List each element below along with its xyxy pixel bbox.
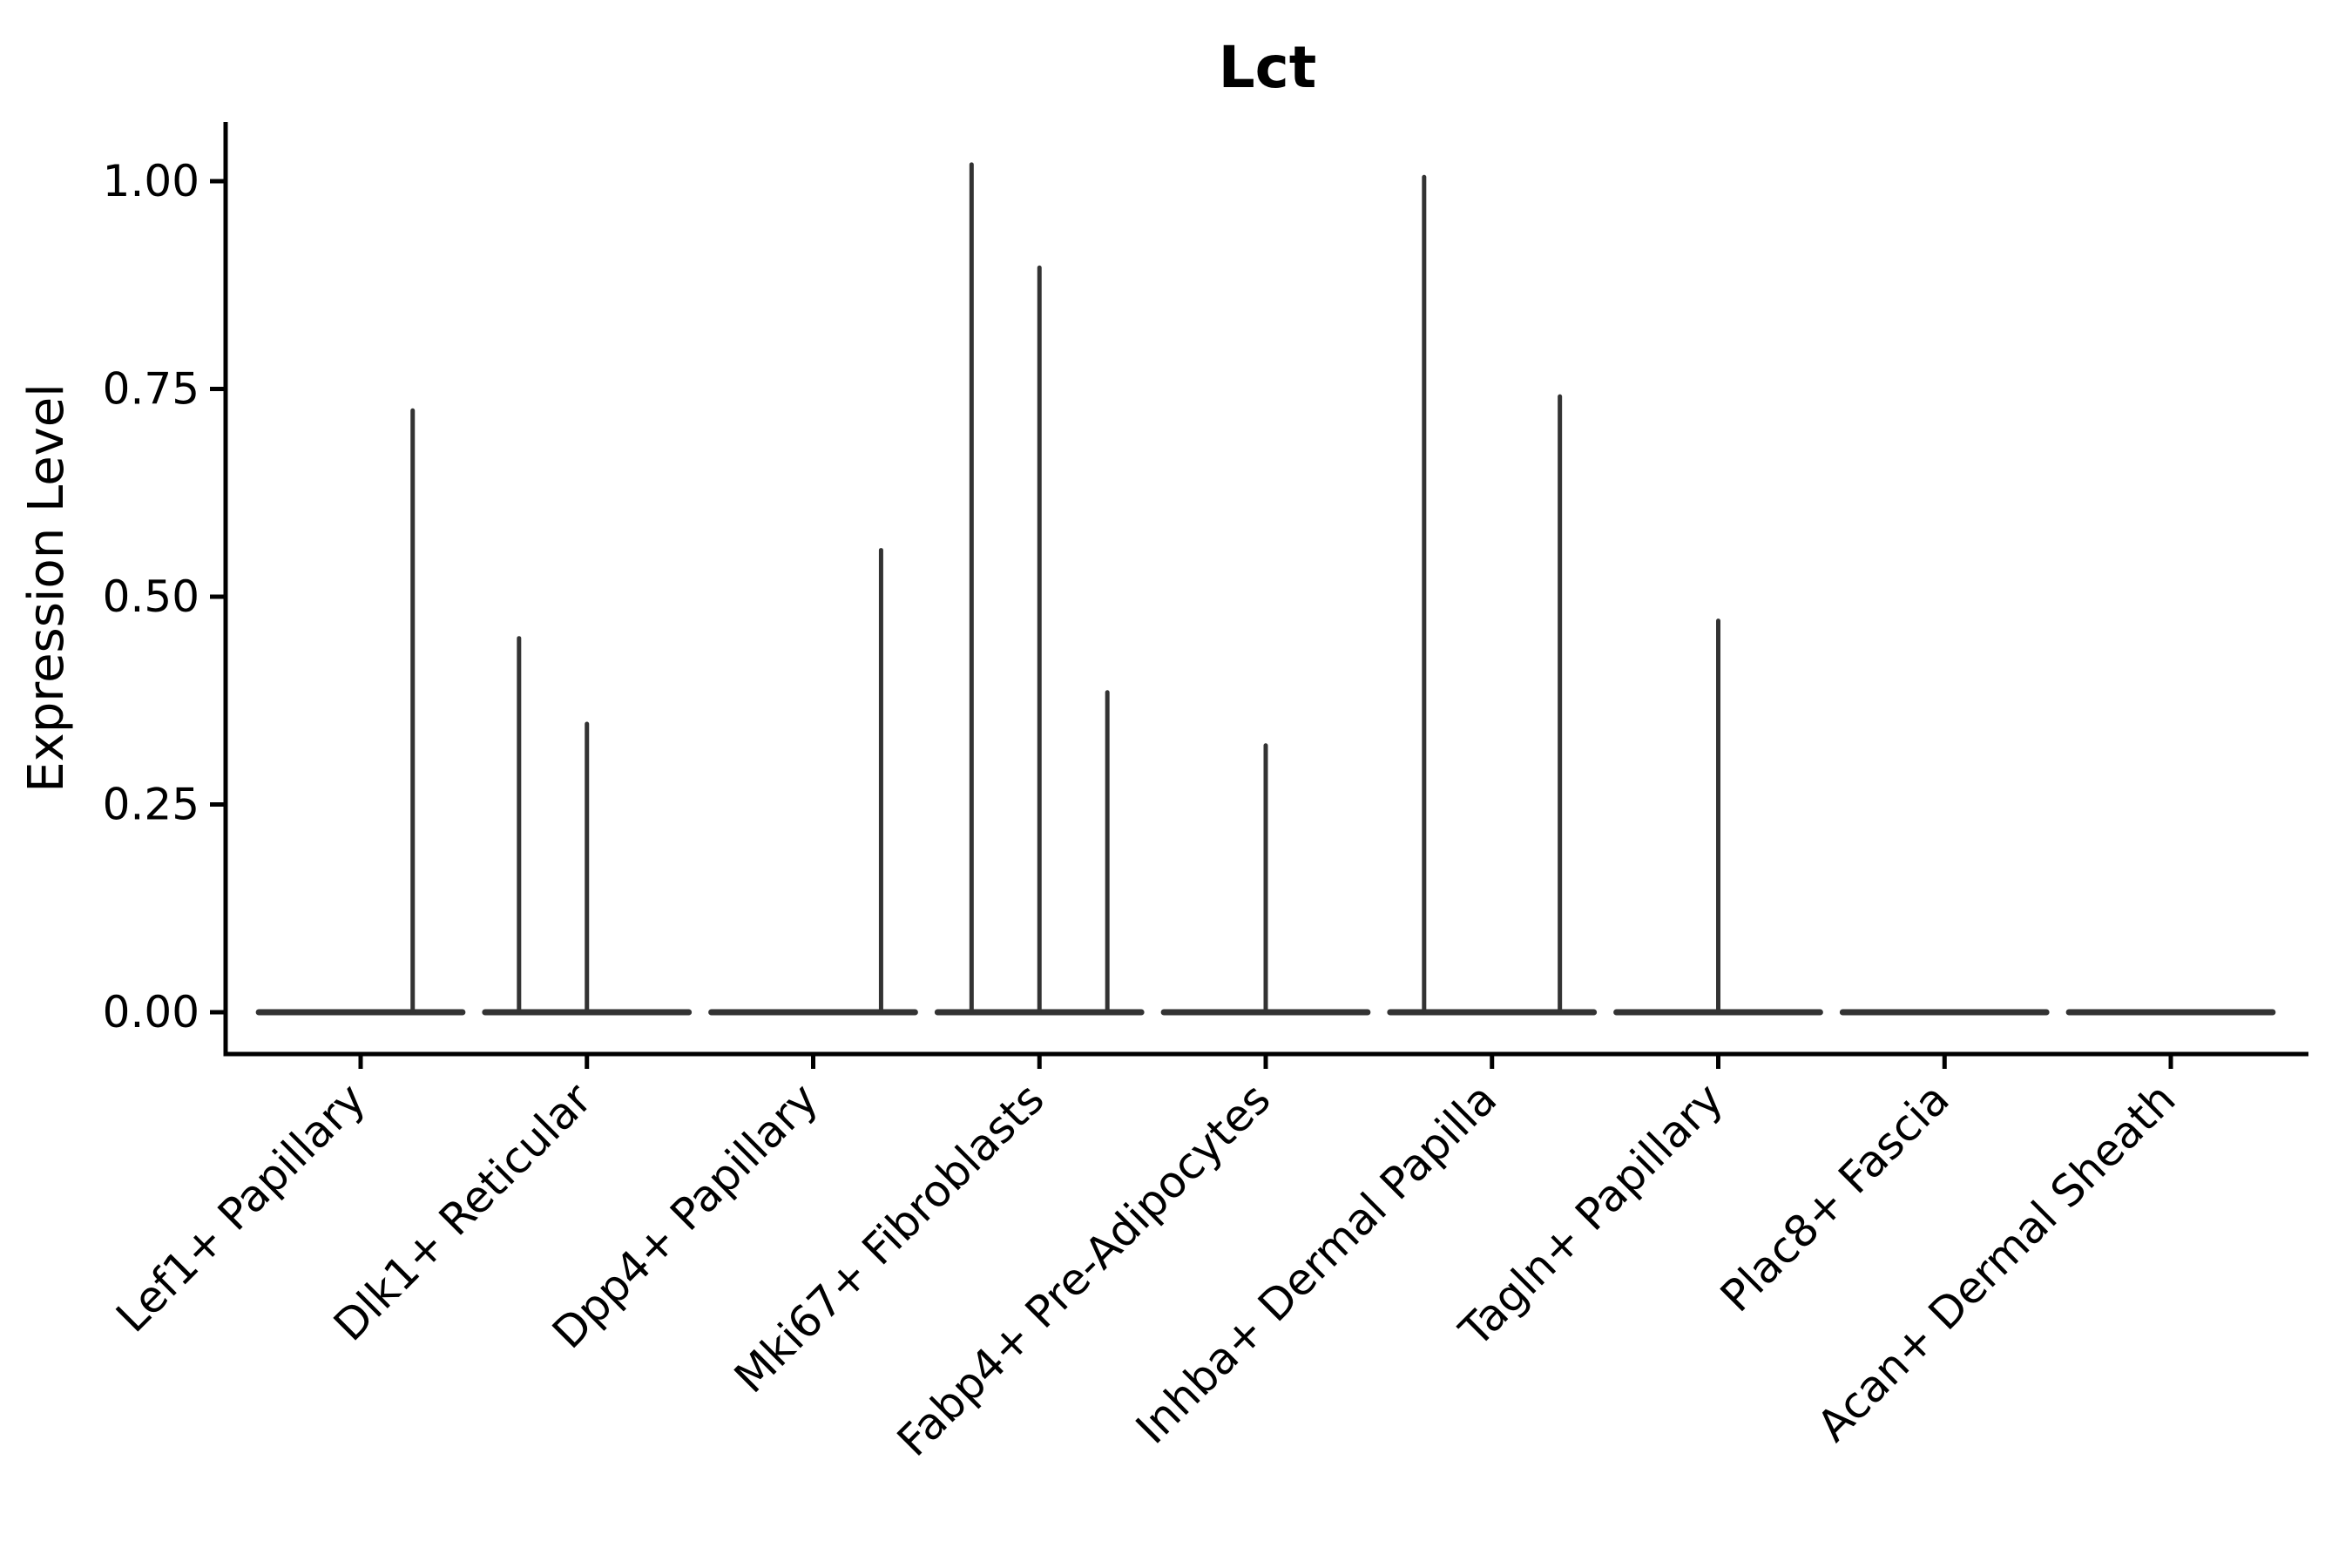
y-axis-ticks: 0.00 0.25 0.50 0.75 1.00 [103, 156, 226, 1037]
y-tick-label: 0.25 [103, 780, 199, 830]
y-tick-label: 0.00 [103, 987, 199, 1037]
chart-title: Lct [1219, 34, 1317, 101]
y-tick-label: 0.75 [103, 364, 199, 415]
x-tick-label: Plac8+ Fascia [1711, 1073, 1959, 1321]
y-tick-label: 0.50 [103, 571, 199, 622]
x-tick-label: Lef1+ Papillary [106, 1073, 375, 1342]
y-axis-label: Expression Level [18, 383, 75, 793]
y-tick-label: 1.00 [103, 156, 199, 206]
x-tick-label: Inhba+ Dermal Papilla [1126, 1073, 1506, 1453]
x-tick-label: Acan+ Dermal Sheath [1808, 1073, 2186, 1451]
x-tick-label: Fabp4+ Pre-Adipocytes [888, 1073, 1281, 1466]
violins-layer [255, 162, 2276, 1016]
